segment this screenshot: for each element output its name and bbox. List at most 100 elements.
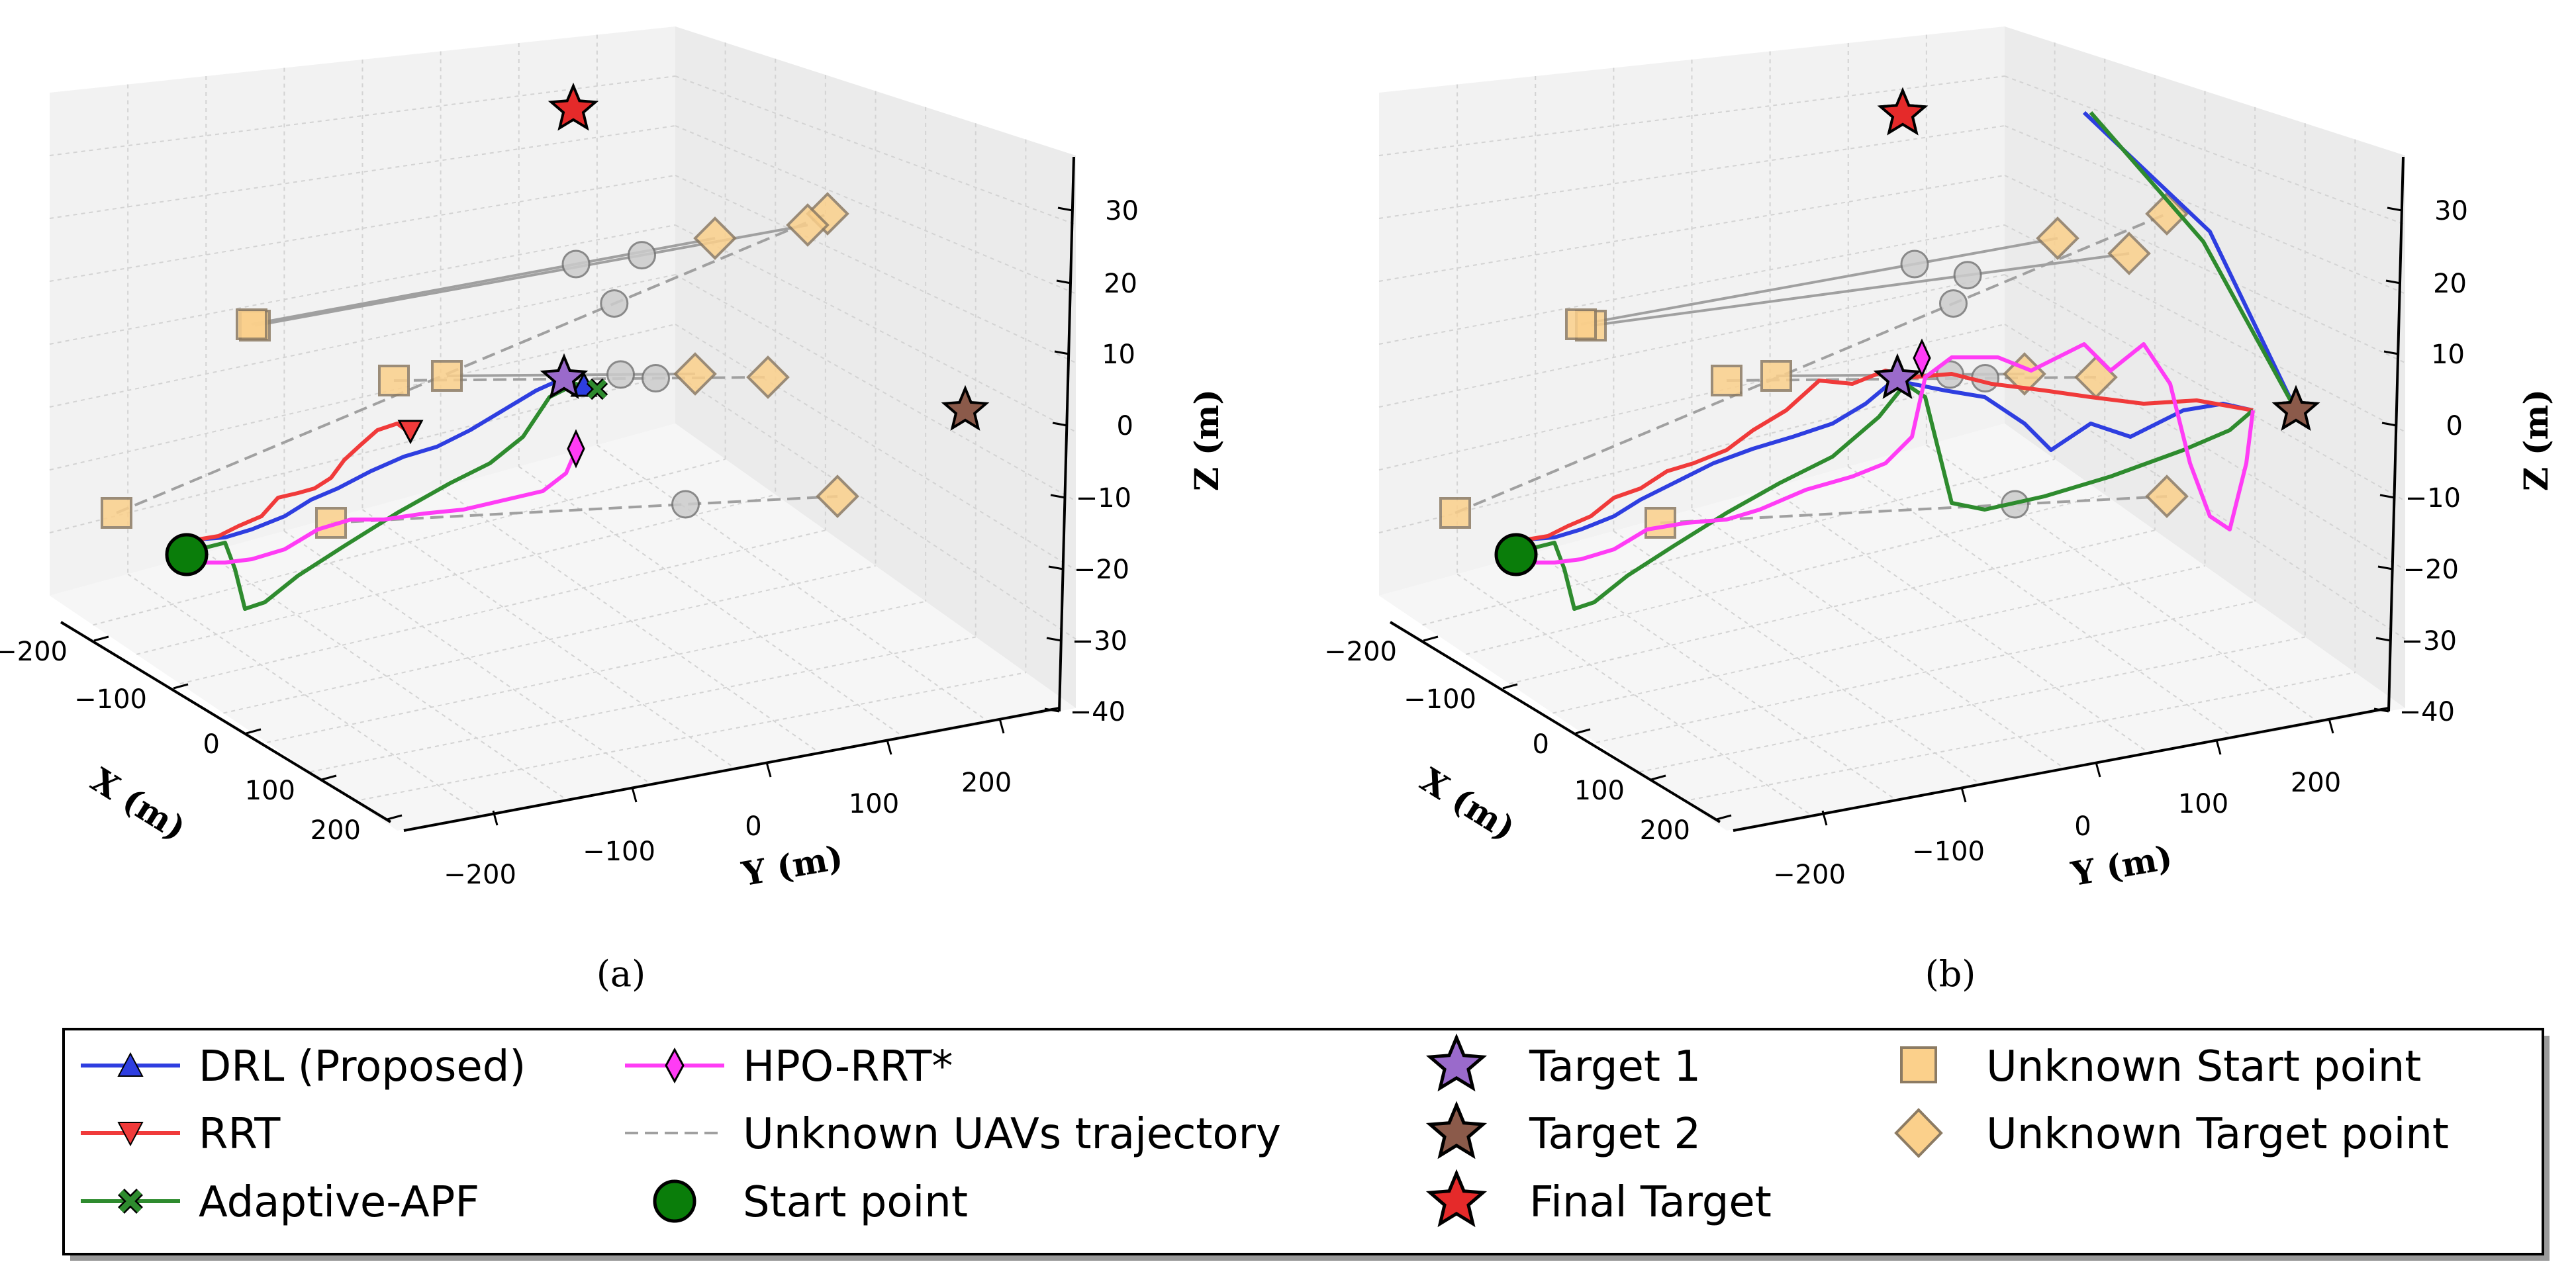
circle-icon (653, 1179, 696, 1223)
z-tick-mark (1057, 206, 1073, 212)
legend-label-final: Final Target (1529, 1178, 1772, 1227)
x-tick-label: 100 (245, 776, 295, 806)
legend-label-unknown-trajectory: Unknown UAVs trajectory (743, 1110, 1281, 1159)
unknown-start-marker (378, 365, 410, 396)
z-axis-label: Z (m) (2516, 389, 2555, 491)
legend-label-target1: Target 1 (1529, 1042, 1701, 1091)
x-tick-label: 100 (1574, 776, 1625, 806)
legend-item-target2: Target 2 (1425, 1101, 1701, 1159)
unknown-uav-marker (642, 364, 670, 392)
series-line-adaptive-apf (1515, 382, 2254, 611)
unknown-uav-marker (628, 241, 656, 270)
legend-item-unknown-start: Unknown Start point (1900, 1042, 2421, 1091)
unknown-target-marker (816, 475, 859, 518)
star-icon (1425, 1101, 1488, 1159)
y-axis-label: Y (m) (2068, 837, 2175, 893)
x-tick-mark (246, 728, 262, 735)
z-tick-label: 30 (2434, 196, 2468, 226)
unknown-uav-trajectory (330, 495, 838, 524)
legend-item-target1: Target 1 (1425, 1033, 1701, 1092)
rrt-end-marker (397, 420, 424, 445)
y-tick-label: 200 (961, 768, 1012, 798)
z-tick-mark (2373, 707, 2389, 713)
y-tick-mark (2095, 762, 2101, 778)
z-tick-label: −10 (1076, 483, 1131, 514)
x-tick-label: −100 (74, 684, 147, 715)
series-line-rrt (1527, 369, 2254, 541)
z-tick-label: 20 (2433, 269, 2467, 299)
unknown-start-marker (236, 308, 267, 340)
y-tick-mark (492, 810, 499, 826)
x-tick-label: −100 (1404, 684, 1476, 715)
panel-label-a: (a) (596, 953, 645, 995)
triangle-up-icon (117, 1052, 144, 1077)
z-tick-mark (2377, 565, 2393, 570)
x-tick-label: 200 (1640, 815, 1690, 846)
z-axis-label: Z (m) (1187, 389, 1226, 491)
z-tick-label: −20 (2403, 555, 2459, 585)
target-1-marker (540, 353, 589, 399)
z-tick-mark (2387, 206, 2403, 212)
y-tick-mark (2328, 718, 2334, 734)
legend-item-unknown-trajectory: Unknown UAVs trajectory (625, 1110, 1281, 1159)
legend-item-rrt: RRT (81, 1110, 281, 1159)
z-tick-mark (2385, 279, 2401, 285)
panel-label-b: (b) (1925, 953, 1976, 995)
chart-panel-b: −200−1000100200−200−10001002003020100−10… (1324, 26, 2555, 893)
unknown-target-marker (2107, 232, 2151, 275)
legend-label-hpo: HPO-RRT* (743, 1042, 953, 1091)
z-tick-label: 0 (1117, 411, 1133, 441)
unknown-start-marker (1711, 365, 1742, 396)
unknown-uav-marker (600, 289, 629, 318)
unknown-uav-marker (1900, 250, 1929, 279)
unknown-uav-trajectory (1580, 237, 2058, 326)
z-tick-mark (2375, 637, 2391, 642)
y-tick-mark (765, 762, 772, 778)
unknown-uav-trajectory (1590, 252, 2130, 327)
legend-item-hpo: HPO-RRT* (625, 1042, 953, 1091)
x-tick-mark (387, 814, 403, 821)
axes (1389, 156, 2405, 832)
legend-label-apf: Adaptive-APF (199, 1178, 479, 1227)
z-axis-line (2387, 156, 2405, 712)
x-tick-mark (93, 635, 109, 642)
z-tick-label: −20 (1074, 555, 1129, 585)
series-line-apf-final-leg (2089, 111, 2298, 412)
target-2-marker (941, 385, 990, 431)
z-tick-label: −10 (2405, 483, 2461, 514)
legend-label-target2: Target 2 (1529, 1110, 1701, 1159)
unknown-start-marker (431, 360, 463, 392)
unknown-start-marker (1565, 308, 1597, 340)
x-tick-mark (1575, 728, 1591, 735)
z-tick-mark (2379, 494, 2395, 499)
y-tick-label: 200 (2291, 768, 2341, 798)
x-tick-mark (1650, 774, 1666, 781)
pane-floor (50, 424, 1076, 831)
star-icon (1425, 1169, 1488, 1228)
final-target-marker-top (1877, 87, 1929, 136)
unknown-uav-marker (606, 360, 635, 389)
triangle-down-icon (117, 1122, 144, 1147)
unknown-target-marker (746, 355, 790, 399)
y-tick-mark (1960, 787, 1967, 803)
y-tick-label: −200 (444, 860, 516, 890)
y-tick-mark (998, 718, 1005, 734)
unknown-start-marker (101, 497, 132, 529)
z-tick-label: −40 (2399, 697, 2455, 727)
series-line-hpo-rrt- (1528, 342, 2255, 565)
z-tick-label: 30 (1105, 196, 1139, 226)
z-tick-label: 0 (2446, 411, 2463, 441)
y-tick-label: −100 (1912, 837, 1985, 867)
legend-item-drl: DRL (Proposed) (81, 1042, 526, 1091)
x-tick-label: 0 (1533, 729, 1549, 760)
axes (60, 156, 1075, 832)
x-axis-label: X (m) (1413, 760, 1522, 848)
y-tick-label: 0 (745, 811, 761, 842)
unknown-target-marker (693, 216, 737, 260)
hpo-mid-marker (1913, 338, 1931, 378)
final-target-marker (548, 82, 599, 131)
x-tick-mark (1502, 683, 1518, 690)
apf-end-marker-inner (587, 379, 607, 399)
z-tick-label: −40 (1070, 697, 1125, 727)
